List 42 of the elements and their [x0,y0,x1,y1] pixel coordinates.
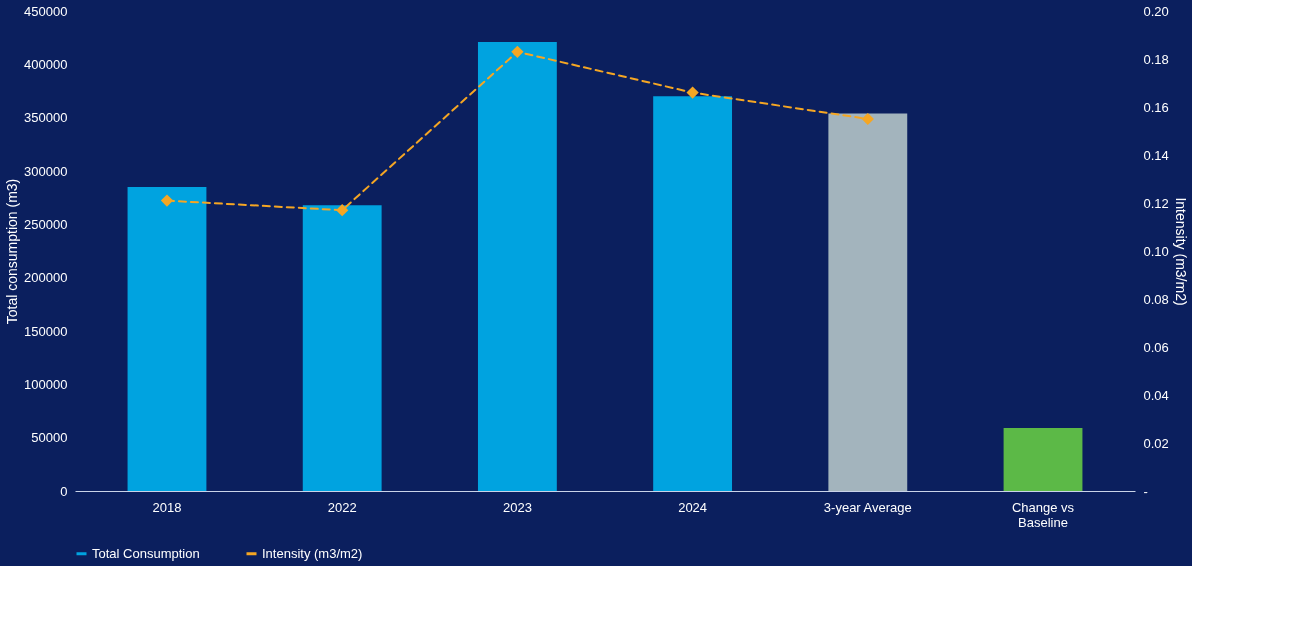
point [511,45,524,58]
y2-tick-label: 0.16 [1143,99,1169,115]
y-tick-label: 150000 [24,323,68,339]
y-axis-title: Total consumption (m3) [4,178,21,325]
y-tick-label: 200000 [24,270,68,286]
y2-tick-label: 0.20 [1143,3,1169,19]
x-tick-label: 2023 [502,499,532,515]
point [160,194,174,207]
y-tick-label: 0 [60,483,68,499]
bar [653,96,733,491]
y-tick-label: 50000 [31,430,68,446]
point [861,112,874,126]
bar [302,205,382,491]
y2-tick-label: 0.10 [1143,243,1169,259]
y-tick-label: 350000 [24,110,68,126]
y2-tick-label: 0.12 [1143,195,1169,211]
x-tick-label: 2018 [152,499,182,515]
bar [127,187,207,491]
y-tick-label: 100000 [24,376,68,392]
y2-tick-label: 0.14 [1143,147,1169,163]
x-tick-label: 3-year Average [823,499,912,515]
y2-tick-label: 0.02 [1143,435,1169,451]
bar [828,113,908,491]
y-tick-label: 250000 [24,216,68,232]
y-tick-label: 450000 [24,3,68,19]
y-tick-label: 300000 [24,163,68,179]
y2-tick-label: - [1143,483,1148,499]
y2-tick-label: 0.06 [1143,339,1169,355]
x-tick-label: 2024 [678,499,708,515]
y2-tick-label: 0.18 [1143,51,1169,67]
bar [477,41,557,491]
legend-label: Intensity (m3/m2) [262,545,363,561]
y-tick-label: 400000 [24,56,68,72]
y2-tick-label: 0.08 [1143,291,1169,307]
bar [1003,428,1083,491]
y2-axis-title: Intensity (m3/m2) [1172,197,1189,306]
x-tick-label: Change vs Baseline [1011,499,1075,530]
point [686,86,699,99]
x-tick-label: 2022 [327,499,357,515]
legend-label: Total Consumption [92,545,200,561]
y2-tick-label: 0.04 [1143,387,1169,403]
point [336,204,349,217]
